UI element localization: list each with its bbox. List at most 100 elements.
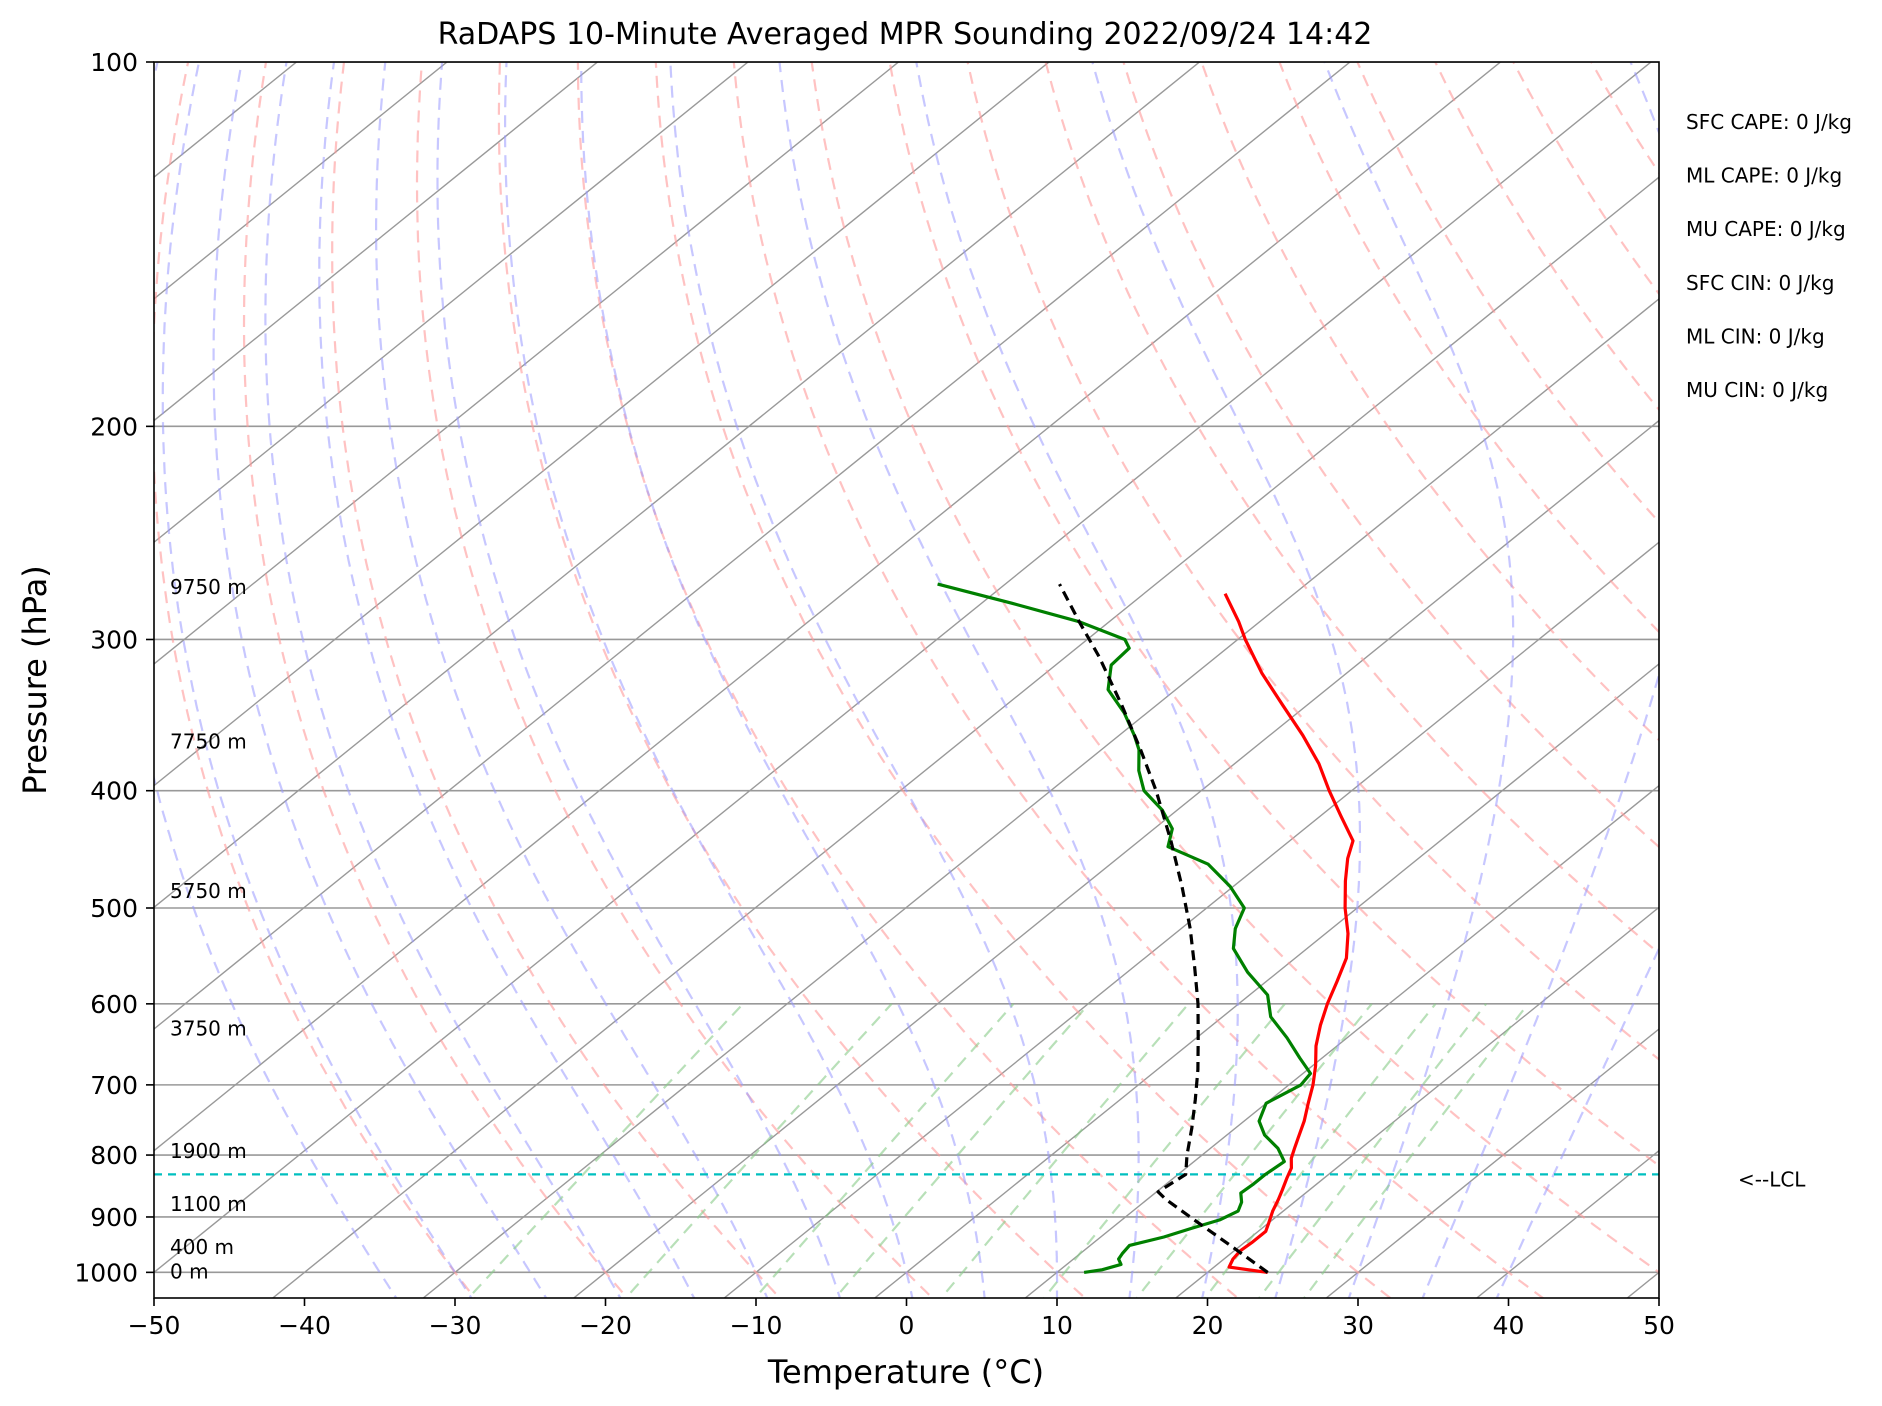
height-label: 1100 m xyxy=(170,1192,247,1216)
stat-text: MU CAPE: 0 J/kg xyxy=(1686,217,1846,241)
dry-adiabat-line xyxy=(1512,62,1659,296)
dry-adiabat-line xyxy=(732,62,1545,1298)
x-tick-label: 20 xyxy=(1192,1311,1224,1340)
background-lines xyxy=(154,7,1882,1323)
y-tick-label: 800 xyxy=(90,1141,138,1170)
mixing-ratio-line xyxy=(1042,1003,1286,1298)
mixing-ratio-line xyxy=(833,1003,1090,1298)
x-tick-label: 30 xyxy=(1342,1311,1374,1340)
moist-adiabat-line xyxy=(1323,62,1515,1298)
isotherm-line xyxy=(154,62,1653,1274)
y-tick-label: 600 xyxy=(90,990,138,1019)
dry-adiabat-line xyxy=(1638,7,1882,1323)
height-label: 0 m xyxy=(170,1259,209,1283)
x-axis-label: Temperature (°C) xyxy=(767,1353,1044,1391)
data-lines xyxy=(154,582,1659,1274)
dry-adiabat-line xyxy=(331,62,782,1298)
y-axis-label: Pressure (hPa) xyxy=(16,565,54,795)
isotherm-line xyxy=(154,62,1201,909)
dry-adiabat-line xyxy=(1865,7,1882,1323)
height-label: 400 m xyxy=(170,1235,234,1259)
isotherm-line xyxy=(1626,1271,1659,1298)
stat-text: MU CIN: 0 J/kg xyxy=(1686,378,1828,402)
x-tick-label: 0 xyxy=(899,1311,915,1340)
mixing-ratio-line xyxy=(466,1003,744,1298)
x-tick-label: −10 xyxy=(730,1311,783,1340)
dry-adiabat-line xyxy=(1590,62,1659,175)
mixing-ratio-line xyxy=(939,1003,1190,1298)
x-tick-label: 40 xyxy=(1493,1311,1525,1340)
x-tick-label: 10 xyxy=(1041,1311,1073,1340)
dry-adiabat-line xyxy=(242,62,629,1298)
axes: −50 −40 −30 −20 −10 0 10 20 30 40 50 100 200 300 400 50… xyxy=(74,48,1675,1340)
x-tick-label: −50 xyxy=(128,1311,181,1340)
moist-adiabat-line xyxy=(212,62,548,1298)
stat-text: SFC CIN: 0 J/kg xyxy=(1686,271,1834,295)
y-tick-label: 300 xyxy=(90,625,138,654)
moist-adiabat-line xyxy=(1495,946,1659,1298)
moist-adiabat-line xyxy=(778,62,1140,1298)
moist-adiabat-line xyxy=(264,62,622,1298)
isotherm-line xyxy=(154,62,900,665)
dry-adiabat-line xyxy=(1434,62,1659,412)
dry-adiabat-line xyxy=(576,62,1240,1298)
dry-adiabat-line xyxy=(497,62,1087,1298)
isotherm-line xyxy=(154,62,599,422)
moist-adiabat-line xyxy=(580,62,986,1298)
isotherm-line xyxy=(572,419,1659,1298)
moist-adiabat-line xyxy=(1421,62,1659,1298)
temperature-profile-line xyxy=(1223,593,1355,1274)
isotherm-line xyxy=(154,62,1502,1152)
height-label: 7750 m xyxy=(170,730,247,754)
mixing-ratio-line xyxy=(624,1003,893,1298)
isotherm-line xyxy=(1024,784,1659,1298)
moist-adiabat-line xyxy=(504,62,914,1298)
lcl-label: <--LCL xyxy=(1738,1167,1806,1191)
dry-adiabat-line xyxy=(654,62,1393,1298)
y-tick-label: 900 xyxy=(90,1203,138,1232)
dry-adiabat-line xyxy=(810,62,1659,1274)
stat-text: SFC CAPE: 0 J/kg xyxy=(1686,110,1852,134)
height-label: 1900 m xyxy=(170,1139,247,1163)
isotherm-line xyxy=(723,541,1659,1298)
x-tick-label: 50 xyxy=(1643,1311,1675,1340)
stat-text: ML CAPE: 0 J/kg xyxy=(1686,164,1842,188)
y-tick-label: 200 xyxy=(90,412,138,441)
moist-adiabat-line xyxy=(375,62,769,1298)
moist-adiabat-line xyxy=(669,62,1059,1298)
dewpoint-profile-line xyxy=(937,582,1313,1274)
isotherm-line xyxy=(1174,906,1659,1298)
chart-title: RaDAPS 10-Minute Averaged MPR Sounding 2… xyxy=(438,17,1373,52)
y-tick-label: 1000 xyxy=(74,1258,138,1287)
stat-text: ML CIN: 0 J/kg xyxy=(1686,324,1825,348)
isotherm-line xyxy=(154,62,750,544)
y-tick-label: 400 xyxy=(90,777,138,806)
moist-adiabat-line xyxy=(318,62,696,1298)
mixing-ratio-line xyxy=(1302,1003,1530,1298)
height-label: 9750 m xyxy=(170,575,247,599)
moist-adiabat-line xyxy=(436,62,842,1298)
x-tick-label: −30 xyxy=(429,1311,482,1340)
dry-adiabat-line xyxy=(1713,7,1882,1323)
moist-adiabat-line xyxy=(1091,62,1362,1298)
dry-adiabat-line xyxy=(1789,7,1882,1323)
isotherm-line xyxy=(154,62,298,179)
dry-adiabat-line xyxy=(1044,62,1659,955)
y-tick-label: 100 xyxy=(90,48,138,77)
y-tick-label: 700 xyxy=(90,1071,138,1100)
mixing-ratio-line xyxy=(1203,1003,1437,1298)
dry-adiabat-line xyxy=(966,62,1659,1061)
isotherm-line xyxy=(873,663,1659,1298)
mixing-ratio-line xyxy=(1257,1003,1487,1298)
isotherm-line xyxy=(154,62,1051,787)
isotherm-line xyxy=(1325,1028,1659,1298)
isotherm-line xyxy=(271,176,1659,1298)
dry-adiabat-line xyxy=(415,62,935,1298)
dry-adiabat-line xyxy=(1356,62,1659,524)
dry-adiabat-line xyxy=(1122,62,1659,849)
isotherm-line xyxy=(154,62,449,300)
x-tick-label: −20 xyxy=(579,1311,632,1340)
dry-adiabat-line xyxy=(1200,62,1659,742)
